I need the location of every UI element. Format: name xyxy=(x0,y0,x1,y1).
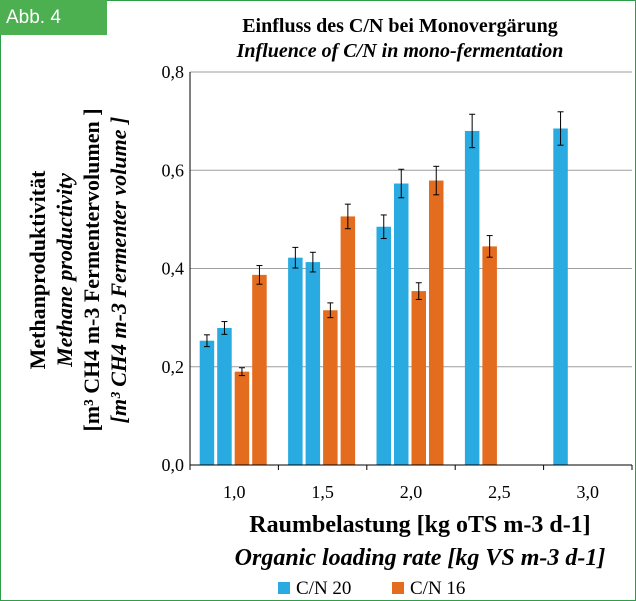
x-tick-label: 2,5 xyxy=(488,482,511,502)
legend: C/N 20 C/N 16 xyxy=(278,578,465,599)
x-tick-label: 1,0 xyxy=(223,482,246,502)
bar xyxy=(217,327,232,465)
legend-label-cn16: C/N 16 xyxy=(410,578,465,599)
bar xyxy=(340,216,356,465)
bar xyxy=(411,291,426,465)
bar xyxy=(199,340,215,465)
legend-swatch-cn16 xyxy=(392,582,404,594)
legend-swatch-cn20 xyxy=(278,582,290,594)
bar xyxy=(464,130,480,465)
y-tick-label: 0,0 xyxy=(162,455,185,475)
bar xyxy=(252,274,267,465)
tick-labels: 0,0 0,2 0,4 0,6 0,8 1,0 1,5 2,0 2,5 3,0 xyxy=(162,62,600,502)
bar xyxy=(323,310,338,465)
bar xyxy=(394,183,409,466)
x-tick-label: 1,5 xyxy=(311,482,334,502)
figure-badge: Abb. 4 xyxy=(0,0,107,35)
x-axis-label: Raumbelastung [kg oTS m-3 d-1] xyxy=(249,512,590,538)
y-axis-label-en: Methane productivity xyxy=(52,173,77,368)
y-tick-label: 0,6 xyxy=(162,160,185,180)
y-tick-label: 0,4 xyxy=(162,259,185,279)
x-tick-label: 3,0 xyxy=(577,482,600,502)
x-axis-label-en: Organic loading rate [kg VS m-3 d-1] xyxy=(235,545,606,571)
y-axis-label: Methanproduktivität xyxy=(25,170,50,370)
bars xyxy=(199,111,568,466)
bar xyxy=(376,226,391,465)
bar xyxy=(482,246,497,465)
y-tick-label: 0,2 xyxy=(162,357,185,377)
bar xyxy=(234,371,250,465)
y-axis-unit: [m³ CH4 m-3 Fermentervolumen ] xyxy=(79,108,104,431)
y-axis-label-group: Methanproduktivität Methane productivity… xyxy=(25,108,131,431)
chart-title: Einfluss des C/N bei Monovergärung xyxy=(242,15,558,37)
y-tick-label: 0,8 xyxy=(162,62,185,82)
chart-subtitle: Influence of C/N in mono-fermentation xyxy=(236,40,564,62)
bar xyxy=(305,262,321,465)
legend-label-cn20: C/N 20 xyxy=(296,578,351,599)
bar xyxy=(288,257,303,465)
axes xyxy=(189,72,633,470)
x-tick-label: 2,0 xyxy=(400,482,423,502)
bar xyxy=(429,180,444,465)
y-axis-unit-en: [m³ CH4 m-3 Fermenter volume ] xyxy=(106,117,131,424)
bar xyxy=(553,128,568,465)
